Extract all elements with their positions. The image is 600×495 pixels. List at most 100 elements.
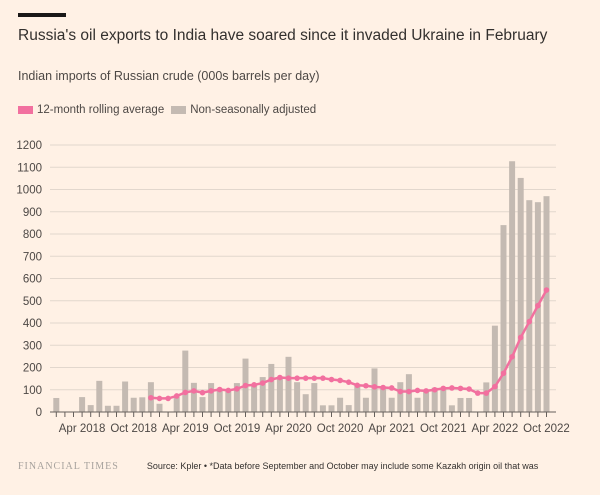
rolling-average-point	[363, 382, 369, 389]
rolling-average-point	[526, 318, 533, 325]
bar	[491, 325, 498, 412]
bar	[500, 225, 507, 412]
rolling-average-point	[302, 375, 309, 381]
footer: FINANCIAL TIMES Source: Kpler • *Data be…	[18, 461, 588, 472]
rolling-average-point	[500, 370, 507, 377]
rolling-average-point	[474, 390, 481, 396]
rolling-average-point	[466, 386, 472, 392]
bar	[285, 356, 292, 412]
bar	[380, 388, 387, 412]
bar	[440, 387, 447, 412]
bar	[156, 403, 163, 412]
rolling-average-point	[173, 393, 180, 399]
bar	[199, 397, 206, 412]
chart-plot: 0 100 200 300 400 500 600 700 800 900 1000 1100 1200…	[16, 140, 569, 435]
rolling-average-point	[320, 375, 326, 381]
x-tick-label: Apr 2021	[368, 423, 415, 435]
y-tick-label: 800	[23, 229, 42, 241]
x-tick-label: Apr 2022	[472, 423, 519, 435]
rolling-average-point	[294, 375, 300, 381]
chart-title: Russia's oil exports to India have soare…	[18, 27, 548, 44]
bar	[431, 387, 438, 412]
ft-top-rule	[18, 13, 66, 17]
x-tick-label: Oct 2020	[317, 423, 364, 435]
rolling-average-point	[431, 386, 438, 393]
bar	[328, 405, 335, 412]
bar	[337, 397, 344, 412]
bar	[345, 405, 352, 412]
bar	[466, 397, 473, 412]
bar	[388, 397, 395, 412]
rolling-average-point	[156, 395, 163, 402]
source-note: Source: Kpler • *Data before September a…	[146, 461, 539, 471]
rolling-average-point	[277, 374, 283, 381]
rolling-average-point	[535, 302, 541, 309]
bar	[543, 196, 550, 412]
x-tick-label: Oct 2021	[420, 423, 467, 435]
x-tick-label: Apr 2019	[162, 423, 209, 435]
rolling-average-point	[457, 385, 464, 392]
bar	[302, 394, 309, 412]
y-tick-label: 600	[23, 274, 42, 286]
y-tick-label: 0	[36, 407, 42, 419]
bar	[96, 380, 103, 412]
bar	[182, 350, 189, 412]
rolling-average-point	[509, 354, 515, 360]
bar	[414, 397, 421, 412]
legend-label: Non-seasonally adjusted	[190, 104, 317, 116]
rolling-average-point	[165, 395, 171, 402]
rolling-average-point	[492, 383, 498, 390]
bar	[268, 363, 275, 412]
rolling-average-point	[337, 377, 343, 384]
bar	[371, 368, 378, 412]
chart-subtitle: Indian imports of Russian crude (000s ba…	[18, 69, 320, 83]
bar	[294, 382, 301, 412]
rolling-average-point	[234, 386, 240, 392]
rolling-average-point	[311, 375, 318, 381]
bar	[122, 381, 129, 412]
legend-item-non-seasonally-adjusted: Non-seasonally adjusted	[171, 104, 316, 116]
y-tick-label: 500	[23, 296, 42, 308]
bar	[276, 378, 283, 412]
bar	[448, 405, 455, 412]
bar	[517, 177, 524, 412]
rolling-average-point	[148, 394, 154, 401]
y-tick-label: 700	[23, 251, 42, 263]
rolling-average-point	[423, 388, 429, 394]
rolling-average-point	[328, 376, 335, 383]
y-tick-label: 1000	[16, 185, 42, 197]
y-tick-label: 300	[23, 340, 42, 352]
x-tick-label: Oct 2018	[110, 423, 157, 435]
rolling-average-point	[208, 388, 214, 394]
bar	[319, 405, 326, 412]
y-tick-label: 400	[23, 318, 42, 330]
rolling-average-point	[380, 384, 386, 391]
bar	[225, 389, 232, 412]
bar	[251, 385, 258, 412]
rolling-average-point	[397, 388, 404, 395]
rolling-average-point	[371, 384, 378, 390]
rolling-average-point	[449, 385, 455, 391]
rolling-average-point	[216, 386, 223, 393]
bar	[104, 405, 111, 412]
x-tick-label: Oct 2019	[214, 423, 261, 435]
rolling-average-point	[483, 390, 490, 396]
bar	[397, 382, 404, 412]
rolling-average-point	[543, 287, 550, 293]
rolling-average-point	[440, 385, 447, 392]
bar	[509, 161, 516, 412]
y-tick-label: 100	[23, 385, 42, 397]
bar	[53, 397, 60, 412]
ft-logo: FINANCIAL TIMES	[18, 461, 119, 472]
legend-swatch-pink	[18, 106, 33, 114]
bar	[233, 383, 240, 412]
y-tick-label: 1200	[16, 140, 42, 152]
legend-label: 12-month rolling average	[37, 104, 165, 116]
x-tick-label: Apr 2018	[59, 423, 106, 435]
rolling-average-point	[191, 388, 197, 394]
bar	[362, 397, 369, 412]
rolling-average-point	[517, 334, 524, 341]
bar	[483, 382, 490, 412]
rolling-average-point	[251, 382, 257, 388]
y-tick-label: 200	[23, 363, 42, 375]
